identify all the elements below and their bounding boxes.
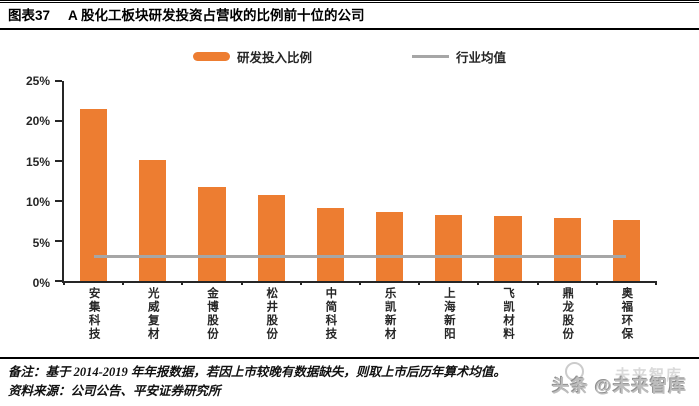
bar-飞凯材料 — [494, 216, 522, 281]
footer-note: 备注：基于 2014-2019 年年报数据，若因上市较晚有数据缺失，则取上市后历… — [8, 365, 506, 379]
x-tick-mark — [299, 281, 302, 285]
x-category-label: 金博股份 — [206, 287, 218, 341]
y-tick-mark — [55, 120, 62, 122]
x-category-label: 鼎龙股份 — [561, 287, 574, 341]
bar-slot — [301, 81, 360, 281]
x-label-slot: 上海新阳 — [419, 287, 478, 357]
line-series-swatch-icon — [412, 55, 449, 58]
bar-上海新阳 — [435, 215, 463, 281]
x-tick-mark — [595, 281, 598, 285]
y-tick-mark — [55, 200, 62, 202]
x-category-label: 乐凯新材 — [383, 287, 396, 341]
bar-奥福环保 — [612, 220, 641, 281]
x-category-label: 飞凯材料 — [502, 287, 515, 341]
chart-plot-row: 0% 5% 10% 15% 20% 25% — [0, 74, 699, 290]
figure-footer: 备注：基于 2014-2019 年年报数据，若因上市较晚有数据缺失，则取上市后历… — [0, 357, 699, 406]
y-tick-label: 10% — [25, 195, 50, 210]
x-label-slot: 安集科技 — [64, 287, 123, 357]
x-label-slot: 鼎龙股份 — [538, 287, 597, 357]
x-axis-category-labels: 安集科技 光威复材 金博股份 松井股份 中简科技 乐凯新材 上海新阳 飞凯材料 鼎龙股份 奥福环保 — [64, 287, 656, 357]
bar-slot — [123, 81, 182, 281]
x-tick-mark — [122, 281, 125, 285]
bar-松井股份 — [257, 194, 285, 281]
x-tick-mark — [240, 281, 243, 285]
x-tick-mark — [536, 281, 539, 285]
legend-item-industry-average: 行业均值 — [412, 47, 506, 66]
bar-slot — [360, 81, 419, 281]
x-tick-mark — [181, 281, 184, 285]
plot-area — [55, 80, 657, 285]
y-tick-mark — [55, 80, 62, 82]
x-tick-mark — [359, 281, 361, 285]
y-tick-mark — [55, 240, 62, 242]
x-category-label: 奥福环保 — [620, 287, 633, 341]
x-label-slot: 乐凯新材 — [360, 287, 419, 357]
bar-安集科技 — [79, 109, 108, 281]
bar-series-swatch-icon — [192, 52, 230, 61]
legend-item-rd-ratio: 研发投入比例 — [192, 47, 312, 66]
bar-光威复材 — [139, 160, 167, 281]
legend-bar-label: 研发投入比例 — [236, 51, 312, 65]
x-tick-mark — [477, 281, 480, 285]
x-tick-mark — [63, 281, 65, 285]
x-category-label: 光威复材 — [146, 287, 159, 341]
x-label-slot: 松井股份 — [242, 287, 301, 357]
figure-header: 图表37 A 股化工板块研发投资占营收的比例前十位的公司 — [0, 0, 699, 30]
figure-title: A 股化工板块研发投资占营收的比例前十位的公司 — [68, 8, 365, 23]
bar-中简科技 — [316, 208, 345, 281]
y-tick-mark — [55, 280, 62, 282]
bar-鼎龙股份 — [553, 217, 581, 281]
industry-average-line — [93, 254, 627, 258]
figure-number: 图表37 — [8, 8, 51, 23]
x-label-slot: 飞凯材料 — [478, 287, 537, 357]
bar-乐凯新材 — [376, 212, 404, 281]
x-tick-mark — [418, 281, 421, 285]
footer-source: 资料来源：公司公告、平安证券研究所 — [8, 384, 221, 398]
legend-line-label: 行业均值 — [456, 51, 507, 65]
y-tick-label: 15% — [25, 154, 50, 169]
chart-legend: 研发投入比例 行业均值 — [0, 47, 699, 66]
y-tick-label: 20% — [25, 114, 50, 129]
bar-slot — [478, 81, 537, 281]
y-tick-mark — [55, 160, 62, 162]
bar-slot — [597, 81, 656, 281]
x-label-slot: 奥福环保 — [597, 287, 656, 357]
x-category-label: 安集科技 — [87, 287, 100, 341]
y-tick-label: 25% — [25, 74, 50, 88]
bar-slot — [182, 81, 241, 281]
bar-slot — [64, 81, 123, 281]
x-tick-mark — [655, 281, 657, 285]
x-category-label: 上海新阳 — [442, 287, 455, 341]
y-tick-label: 5% — [32, 235, 50, 250]
x-label-slot: 中简科技 — [301, 287, 360, 357]
bar-slot — [538, 81, 597, 281]
y-tick-label: 0% — [32, 276, 50, 290]
x-label-slot: 金博股份 — [182, 287, 241, 357]
x-label-slot: 光威复材 — [123, 287, 182, 357]
bar-slot — [419, 81, 478, 281]
bar-series — [64, 81, 656, 281]
y-axis-labels: 0% 5% 10% 15% 20% 25% — [0, 74, 62, 290]
x-category-label: 松井股份 — [265, 287, 278, 341]
bar-金博股份 — [198, 186, 226, 281]
x-category-label: 中简科技 — [324, 287, 337, 341]
bar-slot — [242, 81, 301, 281]
